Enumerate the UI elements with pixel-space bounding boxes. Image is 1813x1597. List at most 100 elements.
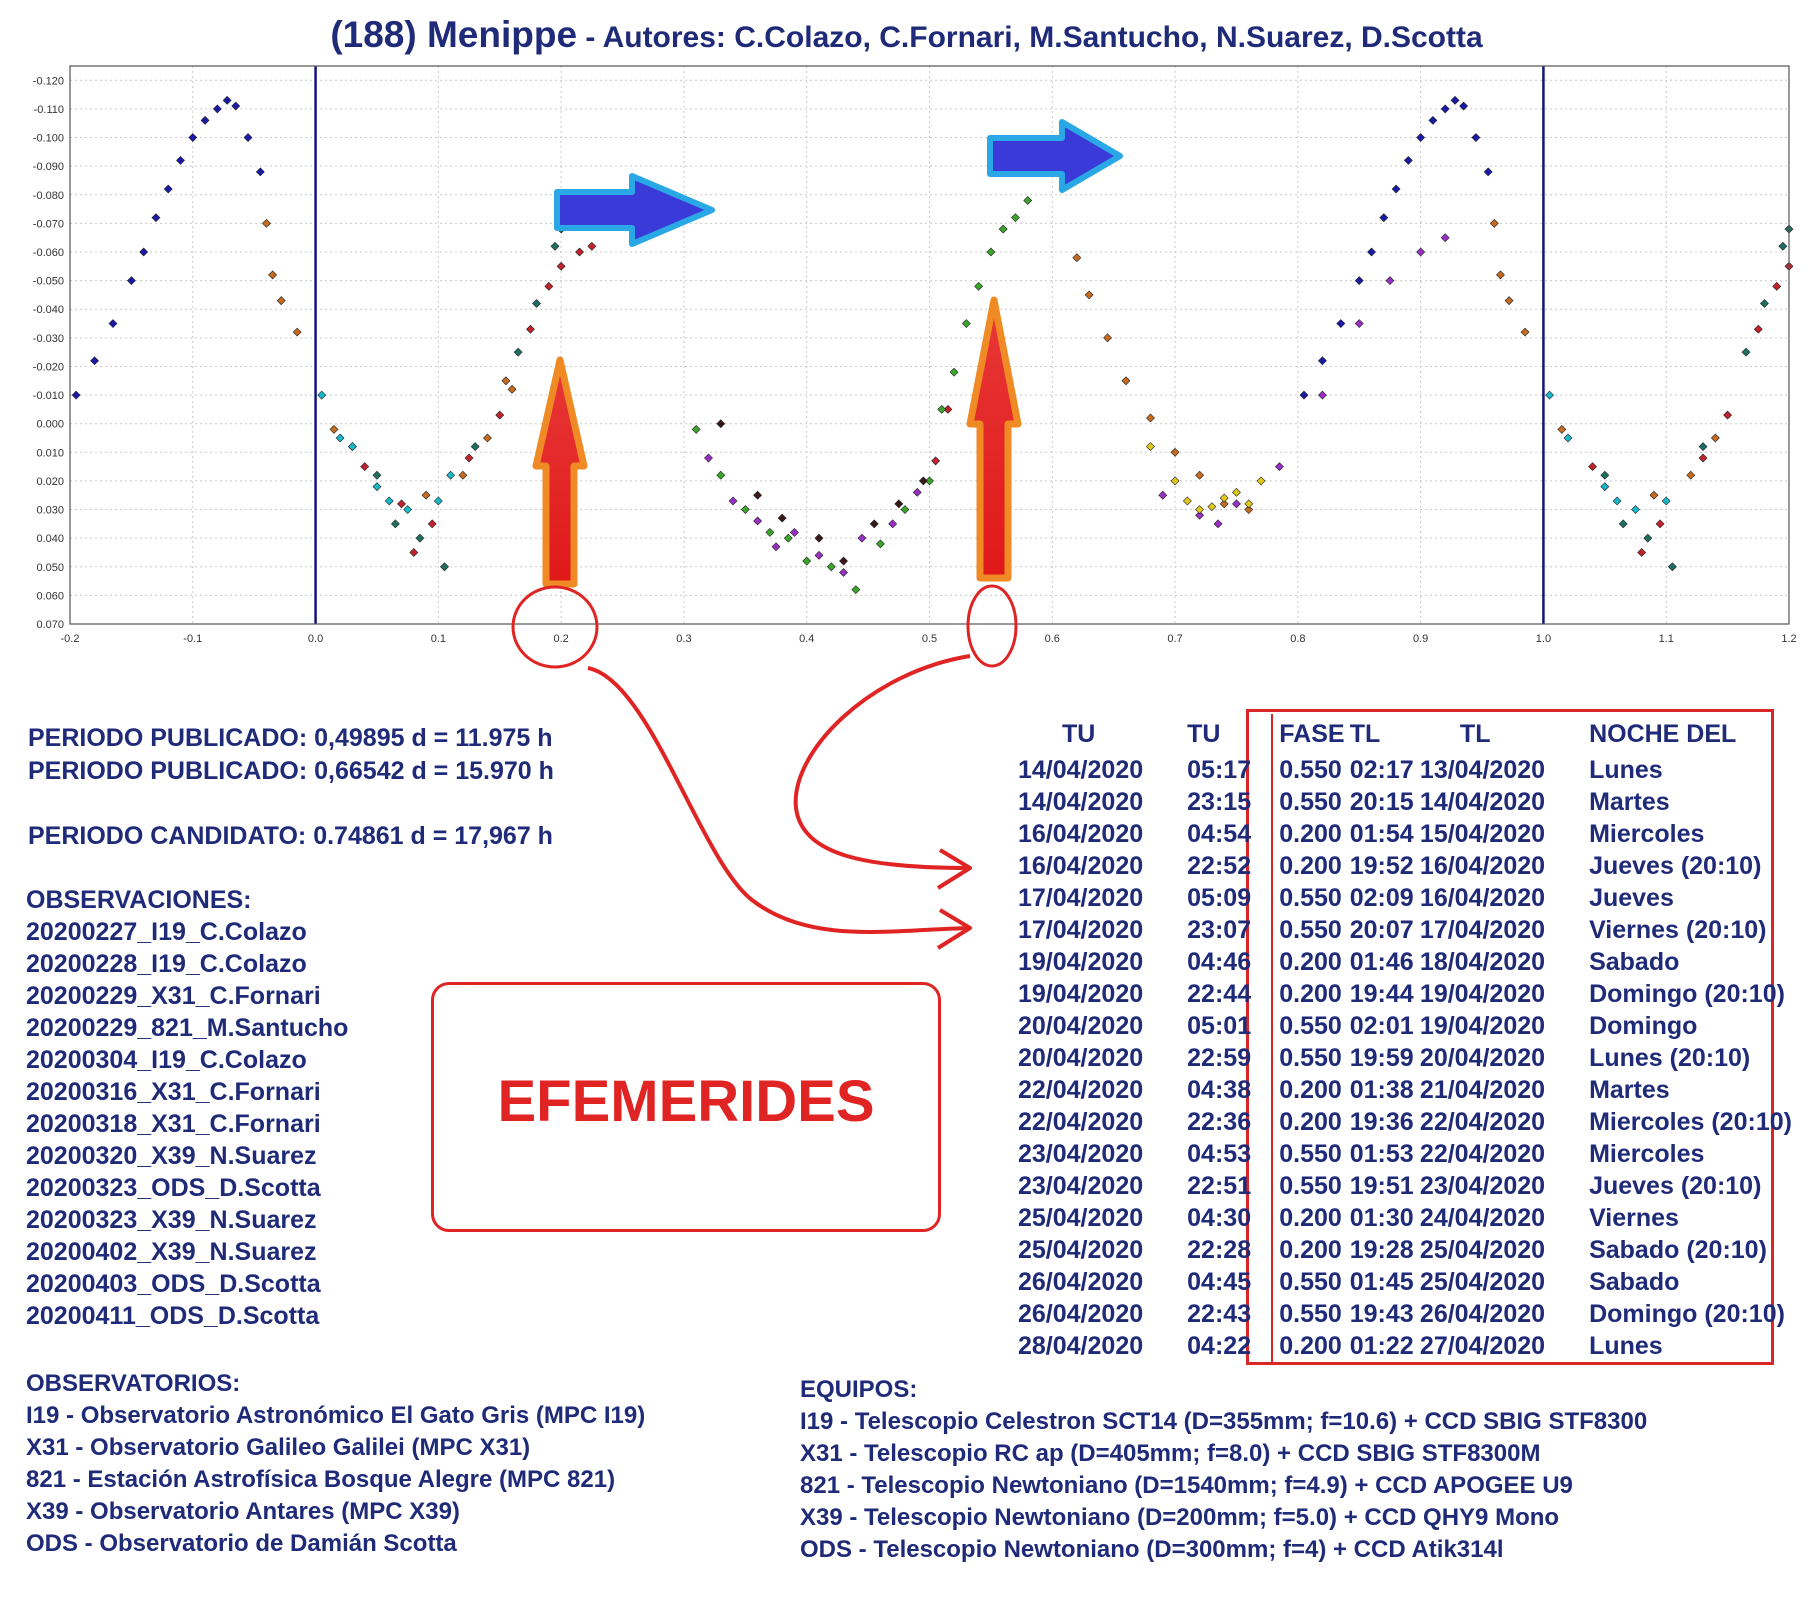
- ephemeris-cell: 22/04/2020: [1018, 1107, 1144, 1136]
- data-point: [931, 456, 941, 466]
- data-point: [231, 101, 241, 111]
- ephemeris-cell: Jueves: [1589, 883, 1674, 912]
- data-point: [71, 390, 81, 400]
- ephemeris-cell: 19/04/2020: [1018, 979, 1144, 1008]
- data-point: [1244, 499, 1254, 509]
- ephemeris-row: 28/04/2020 04:22 0.200 01:22 27/04/2020 Lunes: [1018, 1330, 1813, 1362]
- chart-vertical-lines: [314, 66, 1545, 624]
- data-point: [814, 550, 824, 560]
- ephemeris-cell: 01:22: [1349, 1331, 1414, 1360]
- ephemeris-cell: 22/04/2020: [1419, 1107, 1546, 1136]
- title-main: (188) Menippe: [330, 14, 578, 55]
- data-point: [317, 390, 327, 400]
- data-point: [415, 533, 425, 543]
- ephemeris-cell: 19:44: [1349, 979, 1414, 1008]
- data-point: [1563, 433, 1573, 443]
- data-point: [433, 496, 443, 506]
- ephemeris-cell: Miercoles: [1589, 1139, 1705, 1168]
- ephemeris-cell: 05:01: [1187, 1010, 1274, 1042]
- data-point: [925, 476, 934, 486]
- data-point: [1416, 133, 1426, 142]
- y-tick-label: -0.040: [33, 304, 64, 316]
- x-tick-label: 0.9: [1413, 633, 1428, 645]
- y-tick-label: -0.110: [34, 104, 64, 116]
- ephemeris-header-row: TU TU FASE TL TL NOCHE DEL: [1018, 714, 1813, 754]
- ephemeris-cell: 24/04/2020: [1419, 1203, 1546, 1232]
- ephemeris-cell: 0.200: [1279, 1203, 1342, 1232]
- ephemeris-cell: 22:44: [1187, 978, 1274, 1010]
- data-point: [1643, 533, 1653, 543]
- data-point: [1520, 327, 1530, 337]
- equipment-title: EQUIPOS:: [800, 1376, 918, 1403]
- observations-block: OBSERVACIONES: 20200227_I19_C.Colazo 2020…: [26, 884, 348, 1332]
- ephemeris-row: 20/04/2020 22:59 0.550 19:59 20/04/2020 Lunes…: [1018, 1042, 1813, 1074]
- data-point: [753, 490, 763, 500]
- data-point: [1471, 133, 1481, 142]
- ephemeris-row: 22/04/2020 22:36 0.200 19:36 22/04/2020 Mierc…: [1018, 1106, 1813, 1138]
- ephemeris-cell: 0.200: [1279, 947, 1342, 976]
- data-point: [262, 218, 271, 228]
- observations-title: OBSERVACIONES:: [26, 886, 252, 914]
- data-point: [1459, 101, 1469, 111]
- data-point: [276, 296, 286, 306]
- data-point: [1655, 519, 1665, 529]
- equipment-item: I19 - Telescopio Celestron SCT14 (D=355m…: [800, 1408, 1648, 1435]
- data-point: [1317, 356, 1327, 366]
- ephemeris-cell: 0.550: [1279, 915, 1342, 944]
- data-point: [1600, 470, 1610, 480]
- observatories-title: OBSERVATORIOS:: [26, 1370, 241, 1397]
- ephemeris-cell: 16/04/2020: [1419, 883, 1546, 912]
- data-point: [937, 404, 947, 414]
- data-point: [526, 324, 535, 334]
- observatory-item: I19 - Observatorio Astronómico El Gato G…: [26, 1402, 646, 1429]
- data-point: [1778, 241, 1788, 251]
- data-point: [1275, 462, 1284, 472]
- data-point: [851, 585, 861, 595]
- ephemeris-cell: 0.550: [1279, 755, 1342, 784]
- ephemeris-cell: Martes: [1589, 1075, 1670, 1104]
- ephemeris-cell: 25/04/2020: [1018, 1235, 1144, 1264]
- observation-item: 20200403_ODS_D.Scotta: [26, 1270, 321, 1298]
- data-point: [783, 533, 793, 543]
- ephemeris-cell: 14/04/2020: [1018, 787, 1144, 816]
- y-tick-label: -0.100: [33, 133, 64, 145]
- ephemeris-cell: 22:51: [1187, 1170, 1274, 1202]
- data-point: [1612, 496, 1622, 506]
- ephemeris-row: 14/04/2020 05:17 0.550 02:17 13/04/2020 Lunes: [1018, 754, 1813, 786]
- ephemeris-cell: 0.550: [1279, 1011, 1342, 1040]
- ephemeris-cell: 0.550: [1279, 883, 1342, 912]
- ephemeris-cell: Sabado: [1589, 1267, 1680, 1296]
- data-point: [740, 505, 750, 514]
- periods-block: PERIODO PUBLICADO: 0,49895 d = 11.975 h …: [28, 722, 554, 853]
- y-tick-label: 0.030: [36, 505, 64, 517]
- ephemeris-cell: 22:52: [1187, 850, 1274, 882]
- ephemeris-cell: 01:30: [1349, 1203, 1414, 1232]
- chart-points: [71, 95, 1794, 595]
- x-tick-label: 0.5: [922, 633, 937, 645]
- data-point: [1618, 519, 1628, 529]
- x-tick-label: 0.1: [431, 633, 446, 645]
- data-point: [918, 476, 928, 486]
- ephemeris-cell: 22/04/2020: [1419, 1139, 1546, 1168]
- ephemeris-cell: 16/04/2020: [1018, 819, 1144, 848]
- ephemeris-cell: Sabado: [1589, 947, 1680, 976]
- data-point: [728, 496, 738, 506]
- header-tu: TU: [1187, 714, 1274, 754]
- data-point: [1213, 519, 1223, 529]
- data-point: [360, 462, 370, 472]
- ephemeris-row: 19/04/2020 04:46 0.200 01:46 18/04/2020 Sabad…: [1018, 946, 1813, 978]
- ephemeris-cell: 23/04/2020: [1018, 1139, 1144, 1168]
- data-point: [483, 433, 492, 443]
- data-point: [1299, 390, 1309, 400]
- data-point: [556, 261, 566, 271]
- ephemeris-cell: 04:38: [1187, 1074, 1274, 1106]
- equipment-item: ODS - Telescopio Newtoniano (D=300mm; f=…: [800, 1536, 1504, 1563]
- y-tick-label: -0.020: [33, 361, 64, 373]
- x-axis-ticks: -0.2 -0.1 0.0 0.1 0.2 0.3 0.4 0.5 0.6 0.7 0.8 0.9 1.…: [61, 633, 1797, 645]
- data-point: [949, 367, 959, 377]
- data-point: [1084, 290, 1094, 300]
- ephemeris-cell: 0.200: [1279, 1075, 1342, 1104]
- data-point: [347, 442, 357, 452]
- x-tick-label: 0.2: [553, 633, 568, 645]
- data-point: [802, 556, 812, 566]
